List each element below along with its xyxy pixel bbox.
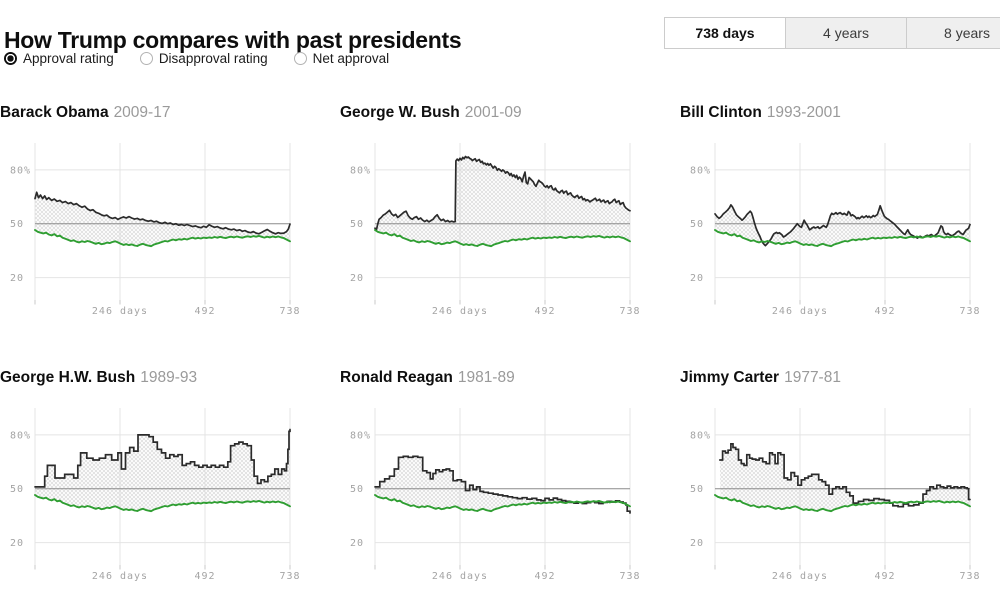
y-tick-label: 50 bbox=[690, 484, 704, 495]
time-range-toggle: 738 days 4 years 8 years bbox=[664, 17, 1000, 49]
y-tick-label: 50 bbox=[350, 219, 364, 230]
president-name: George W. Bush bbox=[340, 104, 460, 121]
trump-approval-line bbox=[34, 229, 291, 248]
x-tick-label: 246 days bbox=[92, 306, 148, 317]
x-tick-label: 492 bbox=[194, 306, 215, 317]
y-tick-label: 80% bbox=[690, 430, 711, 441]
x-tick-label: 492 bbox=[194, 571, 215, 582]
y-tick-label: 50 bbox=[10, 484, 24, 495]
approval-chart-george-w-bush: 246 days 492 738 80% 50 20 bbox=[350, 143, 640, 317]
x-tick-label: 738 bbox=[279, 571, 300, 582]
trump-approval-line bbox=[714, 229, 971, 248]
trump-approval-line bbox=[374, 229, 631, 248]
approval-chart-ronald-reagan: 246 days 492 738 80% 50 20 bbox=[350, 408, 640, 582]
radio-label: Approval rating bbox=[23, 51, 114, 66]
x-tick-label: 246 days bbox=[432, 306, 488, 317]
x-tick-label: 738 bbox=[279, 306, 300, 317]
y-tick-label: 20 bbox=[350, 538, 364, 549]
x-tick-label: 492 bbox=[874, 306, 895, 317]
radio-approval-rating[interactable]: Approval rating bbox=[4, 51, 114, 66]
panel-title: Jimmy Carter 1977-81 bbox=[680, 369, 1000, 389]
x-tick-label: 738 bbox=[959, 571, 980, 582]
radio-label: Net approval bbox=[312, 51, 390, 66]
y-tick-label: 20 bbox=[10, 273, 24, 284]
president-name: Bill Clinton bbox=[680, 104, 762, 121]
president-years: 1989-93 bbox=[140, 369, 198, 386]
president-approval-line bbox=[34, 428, 291, 488]
x-tick-label: 738 bbox=[619, 571, 640, 582]
trump-approval-line bbox=[374, 494, 631, 513]
radio-icon bbox=[4, 52, 17, 65]
approval-chart-barack-obama: 246 days 492 738 80% 50 20 bbox=[10, 143, 300, 317]
x-tick-label: 492 bbox=[534, 571, 555, 582]
panel-title: Barack Obama 2009-17 bbox=[0, 104, 320, 124]
panel-barack-obama: Barack Obama 2009-17 246 days 492 738 80% 50 20 bbox=[0, 104, 320, 326]
trump-approval-line bbox=[34, 494, 291, 513]
panel-george-w-bush: George W. Bush 2001-09 246 days 492 738 80% 50… bbox=[340, 104, 660, 326]
y-tick-label: 20 bbox=[690, 538, 704, 549]
y-tick-label: 20 bbox=[690, 273, 704, 284]
y-tick-label: 50 bbox=[10, 219, 24, 230]
y-tick-label: 80% bbox=[690, 165, 711, 176]
x-tick-label: 246 days bbox=[92, 571, 148, 582]
range-738-days[interactable]: 738 days bbox=[665, 18, 785, 48]
president-approval-line bbox=[374, 155, 631, 231]
radio-icon bbox=[293, 52, 307, 65]
panel-title: Bill Clinton 1993-2001 bbox=[680, 104, 1000, 124]
president-years: 2001-09 bbox=[464, 104, 522, 121]
y-tick-label: 80% bbox=[10, 165, 31, 176]
president-years: 1981-89 bbox=[457, 369, 515, 386]
panel-george-h-w-bush: George H.W. Bush 1989-93 246 days 492 738 80%… bbox=[0, 369, 320, 591]
y-tick-label: 80% bbox=[10, 430, 31, 441]
approval-chart-bill-clinton: 246 days 492 738 80% 50 20 bbox=[690, 143, 980, 317]
president-years: 1977-81 bbox=[784, 369, 841, 386]
y-tick-label: 20 bbox=[350, 273, 364, 284]
approval-chart-george-h-w-bush: 246 days 492 738 80% 50 20 bbox=[10, 408, 300, 582]
president-approval-line bbox=[34, 191, 291, 235]
y-tick-label: 80% bbox=[350, 430, 371, 441]
x-tick-label: 246 days bbox=[772, 571, 828, 582]
x-tick-label: 492 bbox=[874, 571, 895, 582]
x-tick-label: 738 bbox=[619, 306, 640, 317]
x-tick-label: 246 days bbox=[772, 306, 828, 317]
y-tick-label: 20 bbox=[10, 538, 24, 549]
panel-jimmy-carter: Jimmy Carter 1977-81 246 days 492 738 80% 50 20 bbox=[680, 369, 1000, 591]
gap-hatch-area bbox=[715, 204, 970, 247]
y-tick-label: 50 bbox=[690, 219, 704, 230]
panel-title: Ronald Reagan 1981-89 bbox=[340, 369, 660, 389]
approval-chart-jimmy-carter: 246 days 492 738 80% 50 20 bbox=[690, 408, 980, 582]
y-tick-label: 80% bbox=[350, 165, 371, 176]
x-tick-label: 738 bbox=[959, 306, 980, 317]
panel-title: George H.W. Bush 1989-93 bbox=[0, 369, 320, 389]
panel-title: George W. Bush 2001-09 bbox=[340, 104, 660, 124]
y-tick-label: 50 bbox=[350, 484, 364, 495]
gap-hatch-area bbox=[719, 443, 970, 512]
president-approval-line bbox=[718, 443, 971, 508]
panel-ronald-reagan: Ronald Reagan 1981-89 246 days 492 738 80% 50 2… bbox=[340, 369, 660, 591]
president-name: Ronald Reagan bbox=[340, 369, 453, 386]
gap-hatch-area bbox=[35, 192, 290, 247]
president-name: George H.W. Bush bbox=[0, 369, 136, 386]
metric-radio-group: Approval rating Disapproval rating Net a… bbox=[4, 51, 389, 66]
page-title: How Trump compares with past presidents bbox=[4, 27, 462, 54]
panel-bill-clinton: Bill Clinton 1993-2001 246 days 492 738 80% 50… bbox=[680, 104, 1000, 326]
radio-disapproval-rating[interactable]: Disapproval rating bbox=[139, 51, 268, 66]
radio-label: Disapproval rating bbox=[158, 51, 268, 66]
president-years: 2009-17 bbox=[113, 104, 171, 121]
range-4-years[interactable]: 4 years bbox=[785, 18, 906, 48]
radio-icon bbox=[139, 52, 153, 65]
radio-net-approval[interactable]: Net approval bbox=[293, 51, 390, 66]
president-name: Barack Obama bbox=[0, 104, 109, 121]
president-name: Jimmy Carter bbox=[680, 369, 780, 386]
range-8-years[interactable]: 8 years bbox=[906, 18, 1000, 48]
trump-approval-line bbox=[714, 494, 971, 513]
x-tick-label: 492 bbox=[534, 306, 555, 317]
gap-hatch-area bbox=[35, 429, 290, 512]
president-years: 1993-2001 bbox=[766, 104, 841, 121]
x-tick-label: 246 days bbox=[432, 571, 488, 582]
